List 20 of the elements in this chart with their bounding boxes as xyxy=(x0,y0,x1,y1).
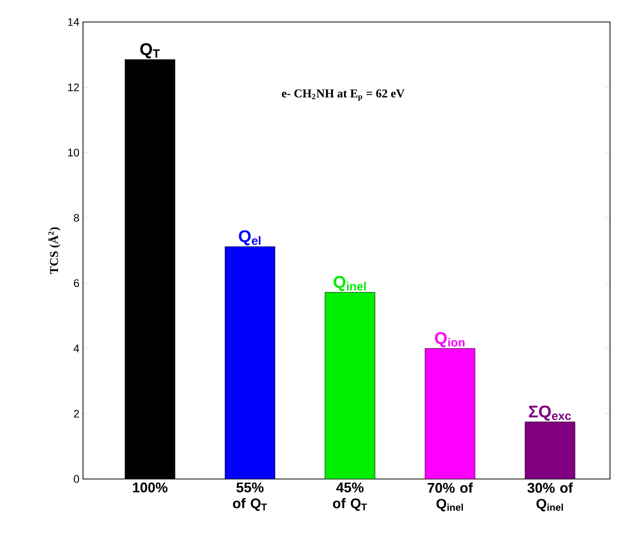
y-tick-label: 2 xyxy=(74,410,79,418)
x-tick-label: 30% of Q$_{inel}$ xyxy=(527,482,573,512)
y-tick-label: 12 xyxy=(68,83,79,92)
y-tick-label: 4 xyxy=(74,344,80,352)
x-tick-label: 55% of Q$_{T}$ xyxy=(232,482,267,511)
x-tick-label: 70% of Q$_{inel}$ xyxy=(428,482,473,512)
y-tick-label: 14 xyxy=(68,18,80,26)
y-axis-title: TCS (Å$^{2}$) xyxy=(48,227,60,274)
annotation: Q$_{inel}$ xyxy=(334,276,366,292)
x-tick-label: 45% of Q$_{T}$ xyxy=(332,482,367,511)
y-tick-label: 8 xyxy=(74,214,79,222)
annotation: ΣQ$_{exc}$ xyxy=(528,406,571,421)
x-tick-label: 100% xyxy=(133,482,168,492)
y-tick-label: 0 xyxy=(74,475,80,483)
y-tick-label: 10 xyxy=(68,148,80,156)
annotation: Q$_{ion}$ xyxy=(434,332,465,348)
y-tick-label: 6 xyxy=(74,279,79,288)
annotation: Q$_{T}$ xyxy=(140,43,160,58)
annotation: e- CH$_{2}$NH at E$_{p}$ = 62 eV xyxy=(282,89,405,101)
annotation: Q$_{el}$ xyxy=(238,230,260,246)
